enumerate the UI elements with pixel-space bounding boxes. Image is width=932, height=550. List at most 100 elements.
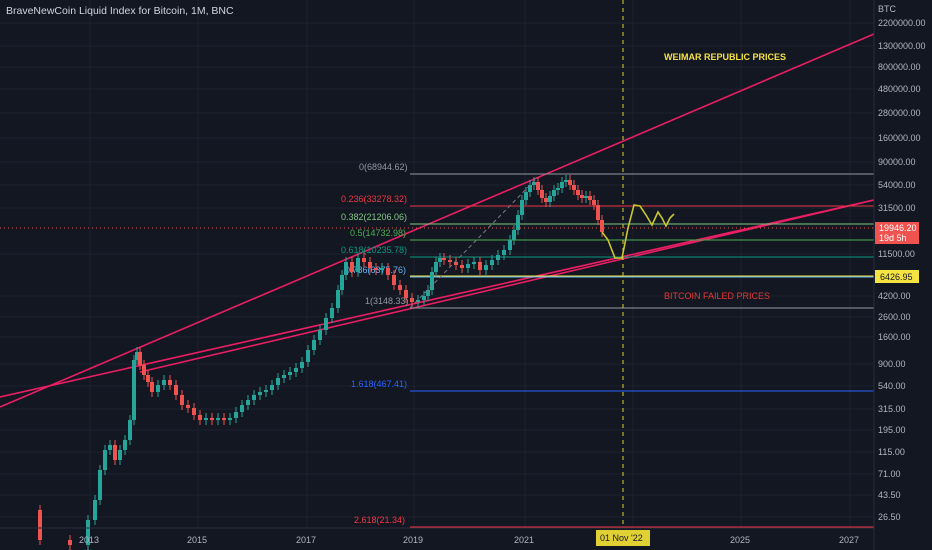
currency-label: BTC — [878, 4, 896, 14]
candle-body — [544, 198, 548, 202]
upper-trend-line — [0, 33, 875, 408]
time-cursor-badge: 01 Nov '22 — [596, 530, 650, 546]
candle-body — [516, 215, 520, 230]
fib-level-label: 1.618(467.41) — [351, 379, 407, 389]
candle-body — [600, 220, 604, 232]
candle-body — [118, 450, 122, 460]
fib-level-label: 0.618(10235.78) — [341, 245, 407, 255]
candle-body — [68, 540, 72, 545]
candle-body — [180, 395, 184, 405]
candle-body — [564, 180, 568, 182]
price-tick-label: 280000.00 — [878, 108, 921, 118]
time-tick-label: 2027 — [839, 535, 859, 545]
candle-body — [138, 352, 142, 365]
candle-body — [524, 192, 528, 200]
candle-body — [536, 182, 540, 190]
time-axis[interactable]: 20132015201720192021202320252027 — [79, 535, 859, 545]
candle-body — [300, 362, 304, 368]
candle-body — [576, 190, 580, 195]
candle-body — [210, 418, 214, 420]
candle-body — [356, 258, 360, 272]
price-tick-label: 800000.00 — [878, 62, 921, 72]
candle-body — [336, 290, 340, 308]
price-tick-label: 115.00 — [878, 447, 905, 457]
price-axis[interactable]: 2200000.00 1300000.00 800000.00 480000.00 28… — [878, 18, 926, 522]
candle-body — [282, 375, 286, 378]
candle-body — [374, 268, 378, 270]
candle-body — [174, 385, 178, 395]
candle-body — [330, 308, 334, 318]
candle-body — [318, 330, 322, 340]
candle-body — [404, 290, 408, 298]
candles — [38, 175, 604, 550]
candle-body — [123, 440, 127, 450]
chart-grid — [0, 0, 874, 528]
candle-body — [502, 250, 506, 255]
current-price-badge: 19946.20 19d 5h — [875, 222, 919, 244]
candle-body — [146, 375, 150, 382]
candle-body — [386, 268, 390, 275]
candle-body — [294, 368, 298, 372]
candle-body — [478, 262, 482, 270]
price-tick-label: 31500.00 — [878, 203, 916, 213]
candle-body — [588, 196, 592, 200]
candle-body — [234, 412, 238, 418]
candle-body — [258, 392, 262, 395]
candle-body — [344, 262, 348, 275]
candle-body — [162, 380, 166, 385]
candle-body — [368, 262, 372, 268]
candle-body — [508, 240, 512, 250]
candle-body — [392, 275, 396, 285]
candle-body — [472, 262, 476, 264]
candle-body — [186, 405, 190, 408]
fib-level-label: 0.5(14732.98) — [350, 228, 406, 238]
candle-body — [246, 400, 250, 405]
price-tick-label: 900.00 — [878, 359, 906, 369]
candle-body — [398, 285, 402, 290]
price-tick-label: 1600.00 — [878, 332, 911, 342]
candle-body — [240, 405, 244, 412]
trend-lines — [0, 33, 875, 408]
candle-body — [135, 352, 139, 360]
candle-body — [216, 418, 220, 420]
price-tick-label: 480000.00 — [878, 84, 921, 94]
price-tick-label: 1300000.00 — [878, 41, 926, 51]
candle-body — [204, 418, 208, 420]
candle-body — [556, 188, 560, 190]
candle-body — [324, 318, 328, 330]
candle-body — [132, 360, 136, 420]
candle-body — [410, 298, 414, 302]
time-tick-label: 2019 — [403, 535, 423, 545]
price-tick-label: 540.00 — [878, 381, 906, 391]
candle-body — [416, 300, 420, 302]
candle-body — [568, 180, 572, 185]
candle-body — [454, 262, 458, 265]
price-tick-label: 2200000.00 — [878, 18, 926, 28]
candle-body — [430, 272, 434, 290]
candle-body — [86, 520, 90, 545]
candle-body — [108, 445, 112, 450]
candle-body — [442, 258, 446, 260]
candle-body — [584, 196, 588, 198]
candle-body — [596, 205, 600, 220]
candle-body — [222, 418, 226, 420]
candle-body — [434, 262, 438, 272]
price-tick-label: 315.00 — [878, 404, 906, 414]
candle-body — [252, 395, 256, 400]
candle-body — [380, 268, 384, 270]
candle-body — [422, 296, 426, 300]
candle-body — [460, 265, 464, 268]
candle-body — [192, 408, 196, 415]
candle-body — [38, 510, 42, 540]
candle-body — [528, 185, 532, 192]
candle-body — [168, 380, 172, 385]
price-tick-label: 54000.00 — [878, 180, 916, 190]
candle-body — [560, 182, 564, 188]
lower-trend-line — [139, 199, 875, 373]
fib-level-label: 0.236(33278.32) — [341, 194, 407, 204]
price-tick-label: 11500.00 — [878, 249, 915, 259]
marker-price-badge: 6426.95 — [875, 270, 919, 283]
time-tick-label: 2013 — [79, 535, 99, 545]
candle-body — [276, 378, 280, 385]
